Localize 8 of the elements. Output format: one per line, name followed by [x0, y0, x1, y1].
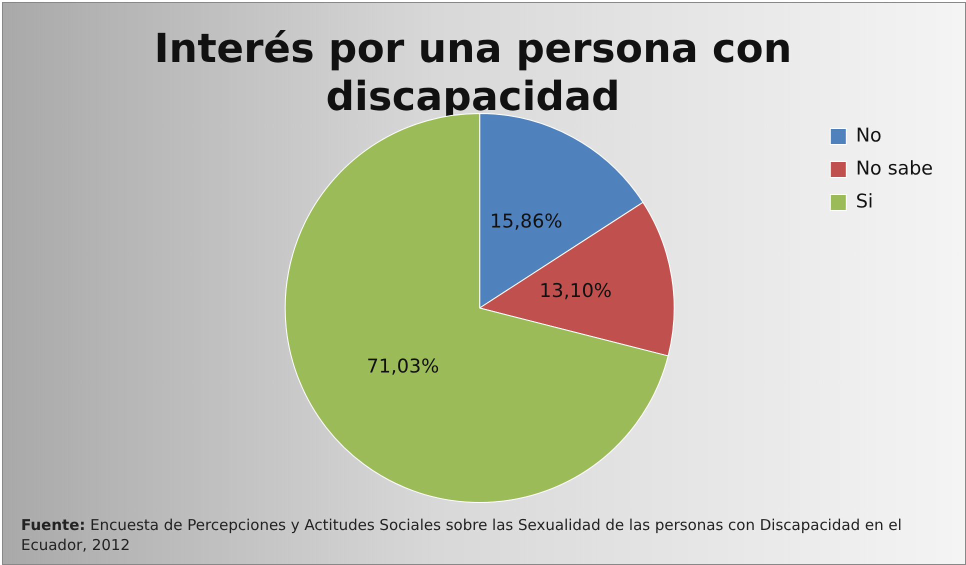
legend-label: No — [856, 124, 882, 146]
data-label: 15,86% — [490, 210, 562, 233]
data-label: 13,10% — [539, 280, 612, 302]
chart-title: Interés por una persona con discapacidad — [153, 25, 793, 121]
data-label: 71,03% — [366, 356, 440, 378]
source-note: Fuente: Encuesta de Percepciones y Actitudes Sociales sobre las Sexualidad de las personas con Discapacidad en el Ecuador, 2012 — [21, 515, 903, 555]
legend-label: Si — [856, 190, 874, 212]
legend-label: No sabe — [856, 157, 934, 180]
